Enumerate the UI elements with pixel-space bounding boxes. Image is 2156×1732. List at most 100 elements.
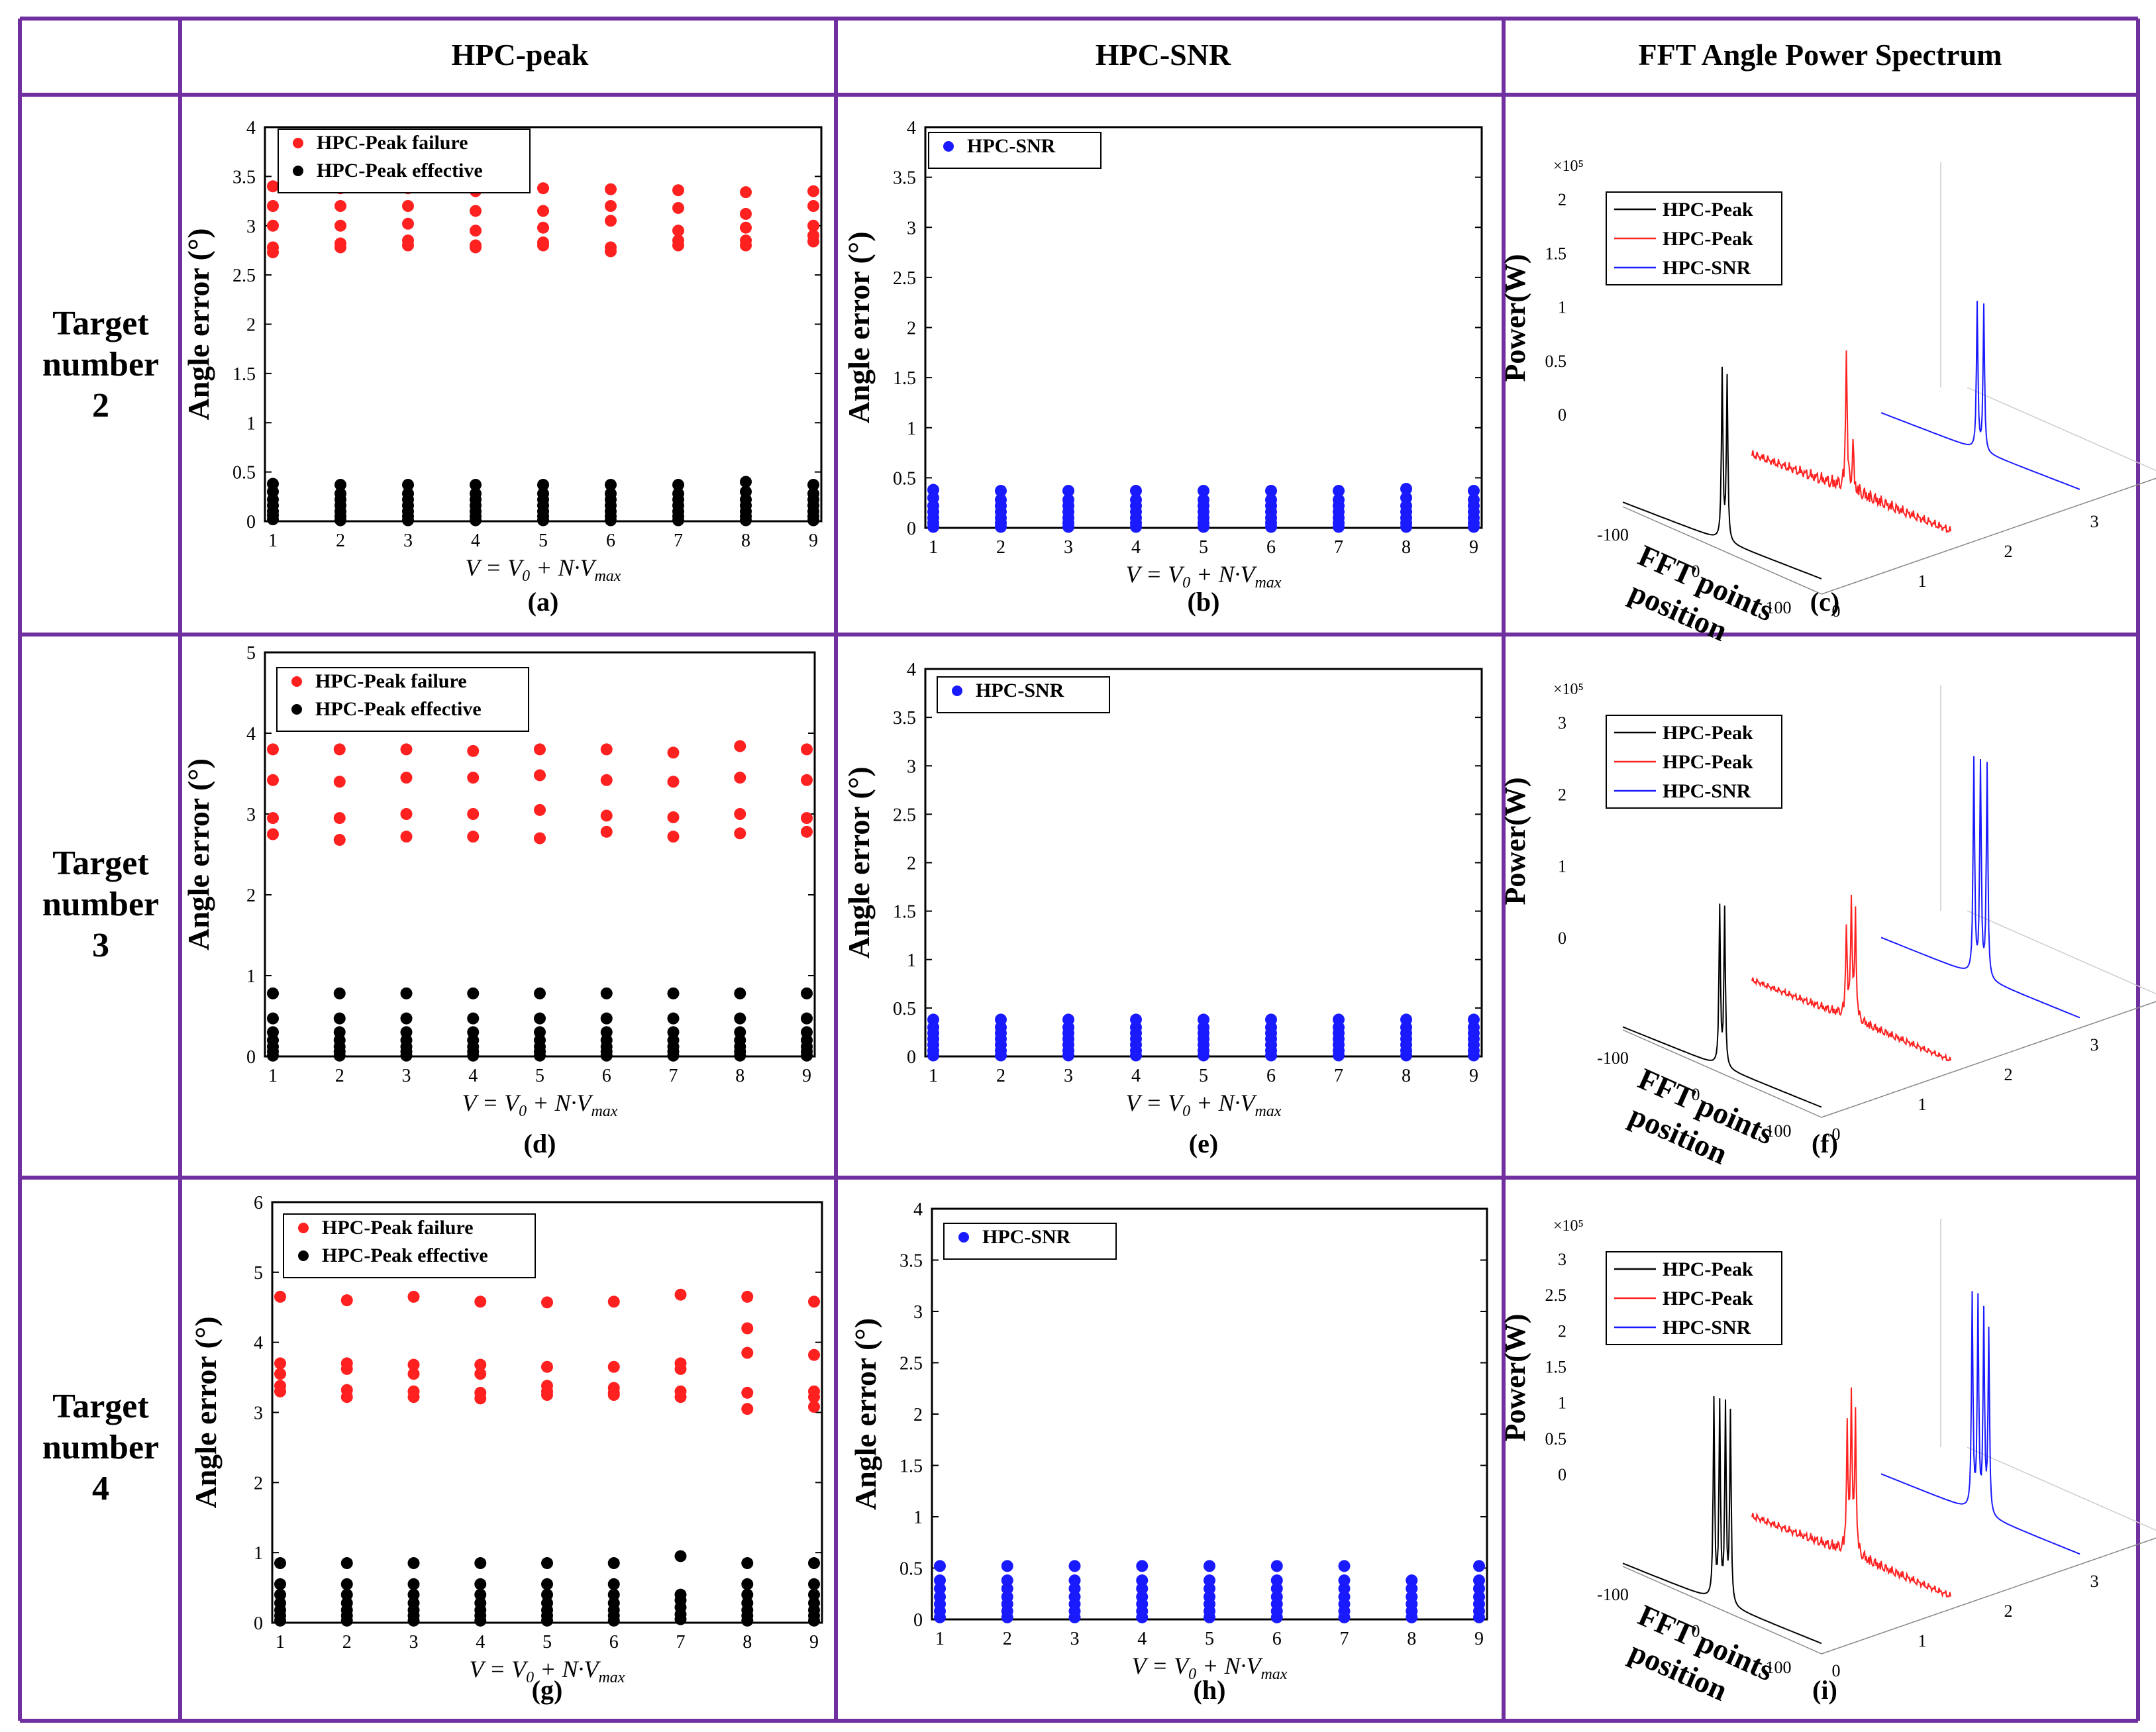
ytick-label-d-0: 0 xyxy=(246,1047,256,1068)
xtick-label-a-4: 5 xyxy=(539,531,548,551)
point-d-s0-x1-3 xyxy=(267,828,279,841)
ytick-label-e-3: 1.5 xyxy=(893,902,916,923)
point-a-s0-x9-2 xyxy=(807,219,819,232)
ytick-label-a-3: 1.5 xyxy=(232,364,256,385)
ztick-label-c-4: 2 xyxy=(1558,190,1566,209)
point-g-s1-x5-6 xyxy=(541,1614,553,1627)
point-d-s1-x2-6 xyxy=(333,1049,346,1062)
point-d-s0-x7-2 xyxy=(667,811,680,823)
ztick-label-i-1: 0.5 xyxy=(1545,1429,1567,1449)
legend-label-e-0: HPC-SNR xyxy=(976,680,1064,701)
legend-label-d-1: HPC-Peak effective xyxy=(315,698,482,720)
point-d-s0-x3-1 xyxy=(400,772,413,784)
point-g-s1-x3-0 xyxy=(407,1557,420,1570)
row-label-target-2-l1: Target xyxy=(52,305,149,342)
xtick-label-e-5: 6 xyxy=(1266,1066,1276,1086)
legend-label-c-2: HPC-SNR xyxy=(1663,257,1751,279)
point-d-s1-x9-6 xyxy=(801,1049,813,1062)
point-a-s1-x6-6 xyxy=(605,514,617,527)
point-a-s0-x2-4 xyxy=(334,241,346,254)
point-d-s1-x3-0 xyxy=(400,987,413,999)
point-a-s0-x7-2 xyxy=(672,225,684,237)
row-label-target-4-l2: number xyxy=(42,1429,159,1466)
point-d-s0-x6-1 xyxy=(600,774,613,786)
point-h-s0-x8-0 xyxy=(1406,1574,1418,1587)
xtick-label-g-2: 3 xyxy=(409,1632,419,1653)
ytick-label-a-8: 4 xyxy=(246,118,256,138)
row-label-target-2-l2: number xyxy=(42,346,159,383)
xtick-label-d-2: 3 xyxy=(402,1066,411,1086)
legend-label-c-1: HPC-Peak xyxy=(1663,228,1753,250)
point-g-s0-x6-4 xyxy=(607,1389,620,1401)
ytick-label-i-0: 0 xyxy=(1832,1661,1841,1680)
point-d-s0-x6-2 xyxy=(600,809,613,822)
point-g-s0-x3-1 xyxy=(407,1358,420,1371)
xtick-label-g-0: 1 xyxy=(276,1632,285,1653)
point-g-s0-x1-4 xyxy=(274,1385,286,1398)
row-label-target-4-l1: Target xyxy=(52,1388,149,1425)
ytick-label-i-3: 3 xyxy=(2090,1572,2099,1591)
panel-label-f: (f) xyxy=(1812,1129,1838,1158)
legend-label-f-1: HPC-Peak xyxy=(1663,751,1753,773)
ytick-label-e-8: 4 xyxy=(907,660,916,680)
xlabel-g: V = V0 + N·Vmax xyxy=(470,1656,625,1686)
point-b-s0-x7-0 xyxy=(1333,485,1345,497)
ytick-label-a-5: 2.5 xyxy=(232,266,256,286)
ytick-label-b-2: 1 xyxy=(907,419,916,439)
point-d-s0-x2-3 xyxy=(333,834,346,846)
row-label-target-3-l1: Target xyxy=(52,844,149,882)
point-g-s0-x3-0 xyxy=(407,1290,420,1303)
point-g-s1-x2-2 xyxy=(340,1588,353,1601)
ytick-label-g-2: 2 xyxy=(254,1473,263,1494)
point-h-s0-x3-0 xyxy=(1068,1560,1081,1572)
ytick-label-d-3: 3 xyxy=(246,805,256,825)
series-line-f-0 xyxy=(1622,903,1822,1108)
xtick-label-d-4: 5 xyxy=(535,1066,544,1086)
point-a-s0-x6-2 xyxy=(605,215,617,227)
ytick-label-b-3: 1.5 xyxy=(893,368,916,389)
ytick-label-g-6: 6 xyxy=(254,1193,263,1213)
point-g-s0-x5-1 xyxy=(541,1360,553,1373)
point-b-s0-x6-6 xyxy=(1265,521,1277,533)
point-d-s1-x6-0 xyxy=(600,987,613,999)
point-b-s0-x5-0 xyxy=(1198,485,1209,497)
point-d-s1-x9-1 xyxy=(801,1012,813,1025)
point-d-s0-x4-0 xyxy=(467,744,480,757)
row-label-target-3-l2: number xyxy=(42,886,159,923)
point-g-s0-x6-1 xyxy=(607,1360,620,1373)
point-d-s1-x4-6 xyxy=(467,1049,480,1062)
xtick-label-e-6: 7 xyxy=(1334,1066,1343,1086)
xtick-label-c-2: 100 xyxy=(1766,598,1792,617)
ytick-label-g-1: 1 xyxy=(254,1543,263,1564)
xtick-label-a-1: 2 xyxy=(336,531,345,551)
xtick-label-a-8: 9 xyxy=(809,531,818,551)
point-a-s1-x2-0 xyxy=(334,478,346,491)
xtick-label-i-0: -100 xyxy=(1597,1585,1629,1604)
panel-label-g: (g) xyxy=(532,1675,563,1705)
xtick-label-d-6: 7 xyxy=(669,1066,678,1086)
point-g-s1-x2-6 xyxy=(340,1614,353,1627)
xtick-label-f-1: 0 xyxy=(1692,1085,1700,1104)
ytick-label-f-0: 0 xyxy=(1832,1125,1841,1144)
point-a-s0-x2-1 xyxy=(334,200,346,212)
legend-marker-h-0 xyxy=(958,1232,969,1243)
point-b-s0-x8-0 xyxy=(1400,483,1412,495)
point-d-s1-x8-1 xyxy=(734,1012,746,1025)
point-g-s1-x1-0 xyxy=(274,1557,286,1570)
ytick-label-b-5: 2.5 xyxy=(893,268,916,289)
point-a-s1-x8-0 xyxy=(740,476,752,488)
point-g-s1-x6-1 xyxy=(607,1578,620,1590)
ytick-label-a-7: 3.5 xyxy=(232,167,256,187)
point-a-s0-x8-4 xyxy=(740,239,752,252)
point-d-s1-x7-0 xyxy=(667,987,680,999)
ztick-label-f-3: 3 xyxy=(1558,713,1566,733)
point-d-s0-x8-1 xyxy=(734,772,746,784)
point-g-s0-x8-4 xyxy=(741,1403,754,1415)
ytick-label-h-6: 3 xyxy=(913,1302,923,1323)
chart-b: 0 0.5 1 1.5 2 2.5 3 3.5 4 1 2 3 4 5 6 7 8 9 Angle error (°… xyxy=(842,118,1483,617)
ztick-label-f-2: 2 xyxy=(1558,785,1566,804)
point-d-s0-x3-0 xyxy=(400,743,413,756)
point-d-s1-x6-1 xyxy=(600,1012,613,1025)
legend-box-h xyxy=(943,1223,1117,1260)
